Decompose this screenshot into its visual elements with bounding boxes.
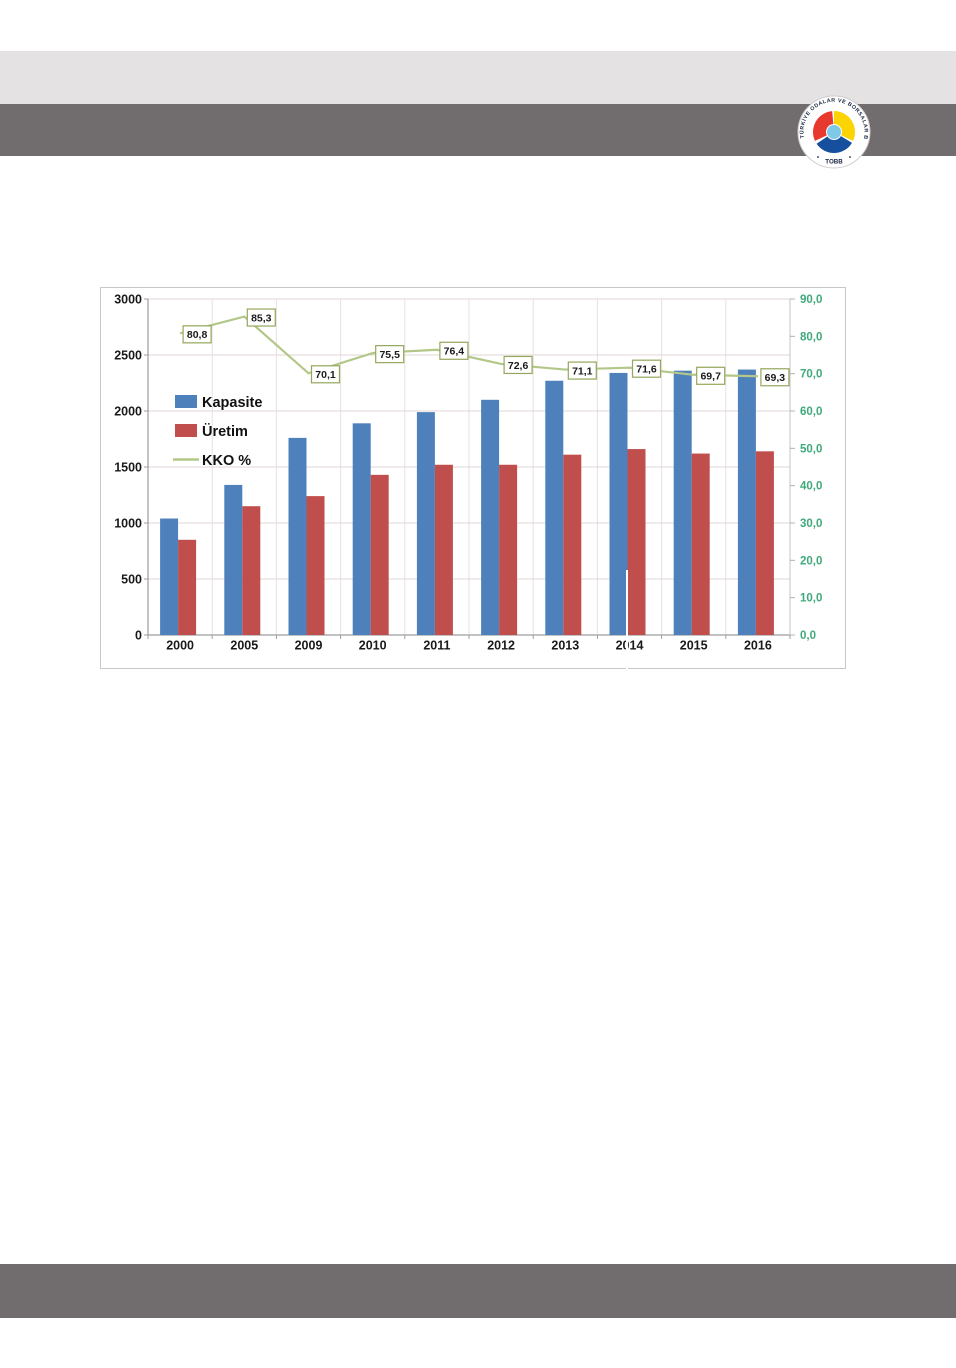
kko-label-box [246, 308, 276, 327]
x-axis-label: 2012 [487, 639, 515, 653]
uretim-bar [691, 453, 710, 635]
kapasite-bar [673, 370, 692, 635]
logo-separator-right [849, 156, 851, 158]
kapasite-bar [224, 484, 243, 635]
x-axis-label: 2015 [680, 639, 708, 653]
kapasite-bar [160, 518, 179, 635]
uretim-bar [755, 451, 774, 635]
uretim-bar [434, 464, 453, 635]
logo-emblem [813, 111, 855, 153]
kapasite-bar [737, 369, 756, 635]
right-axis-tick-label: 30,0 [800, 518, 822, 530]
left-axis-tick-label: 2500 [114, 348, 142, 362]
legend-label: Kapasite [202, 395, 262, 411]
logo-emblem-red-arc [813, 111, 834, 141]
kko-label-box [696, 366, 726, 385]
right-axis-tick-label: 50,0 [800, 443, 822, 455]
right-axis-tick-label: 80,0 [800, 331, 822, 343]
left-axis-tick-label: 1000 [114, 516, 142, 530]
right-axis-tick-label: 0,0 [800, 630, 816, 642]
kapasite-bar [481, 399, 500, 635]
logo-emblem-yellow-arc [833, 111, 855, 141]
kko-label: 76,4 [444, 346, 465, 358]
right-axis-tick-label: 10,0 [800, 593, 822, 605]
legend-swatch-uretim [175, 424, 197, 437]
kko-label: 70,1 [315, 369, 336, 381]
x-axis-label: 2000 [166, 639, 194, 653]
kko-label-box [760, 368, 790, 387]
kko-label-box [310, 365, 341, 384]
logo-separator-left [817, 156, 819, 158]
kko-label: 72,6 [508, 360, 529, 372]
kko-label: 69,7 [700, 371, 721, 383]
kko-label: 69,3 [765, 372, 786, 384]
logo-name-text: TOBB [825, 159, 843, 166]
right-axis-tick-label: 90,0 [800, 294, 822, 306]
capacity-production-chart: 0 500 1000 1500 2000 2500 3000 0,0 10,0 20,0 30,0 4… [100, 287, 846, 669]
kko-label: 75,5 [379, 349, 400, 361]
legend-swatch-kapasite [175, 395, 197, 408]
kko-label-box [182, 325, 212, 344]
kko-label-box [503, 355, 533, 375]
kko-label: 85,3 [251, 312, 272, 324]
x-axis-label: 2010 [359, 639, 387, 653]
kko-label: 71,6 [636, 363, 657, 375]
right-axis-tick-label: 20,0 [800, 555, 822, 567]
x-axis-label: 2011 [423, 639, 450, 653]
uretim-bar [499, 464, 518, 635]
uretim-bar [178, 539, 197, 635]
right-axis-tick-label: 60,0 [800, 406, 822, 418]
kapasite-bar [416, 412, 435, 635]
right-axis-tick-label: 70,0 [800, 369, 822, 381]
left-axis-tick-label: 2000 [114, 404, 142, 418]
kko-label-box [375, 345, 405, 364]
x-axis-label: 2013 [551, 639, 579, 653]
footer-band [0, 1264, 956, 1318]
logo-emblem-center [827, 125, 841, 139]
left-axis-tick-label: 0 [135, 628, 142, 642]
kapasite-bar [609, 372, 628, 635]
left-axis-tick-label: 500 [121, 572, 142, 586]
left-axis-tick-label: 3000 [114, 292, 142, 306]
kapasite-bar [352, 423, 371, 635]
uretim-bar [627, 449, 646, 635]
kko-label: 71,1 [572, 365, 593, 377]
x-axis-label: 2014 [616, 639, 644, 653]
kapasite-bar [288, 437, 307, 635]
kko-label-box [631, 359, 662, 378]
tobb-logo: TÜRKİYE ODALAR VE BORSALAR BİRLİĞİ TOBB [797, 95, 871, 169]
legend-label: Üretim [202, 423, 248, 440]
header-light-band [0, 51, 956, 104]
kko-line [179, 315, 758, 378]
logo-emblem-blue-arc [816, 135, 852, 153]
legend-label: KKO % [202, 453, 251, 469]
kko-label-box [439, 341, 469, 360]
x-axis-label: 2005 [230, 639, 258, 653]
header-dark-band [0, 104, 956, 156]
kko-label: 80,8 [187, 329, 208, 341]
left-axis-tick-label: 1500 [114, 460, 142, 474]
uretim-bar [242, 506, 261, 635]
x-axis-label: 2009 [295, 639, 323, 653]
right-axis-tick-label: 40,0 [800, 481, 822, 493]
scan-artifact-line [626, 570, 628, 690]
kapasite-bar [545, 380, 564, 635]
uretim-bar [370, 474, 389, 635]
uretim-bar [563, 454, 582, 635]
x-axis-label: 2016 [744, 639, 772, 653]
kko-label-box [567, 361, 597, 380]
uretim-bar [306, 496, 325, 635]
